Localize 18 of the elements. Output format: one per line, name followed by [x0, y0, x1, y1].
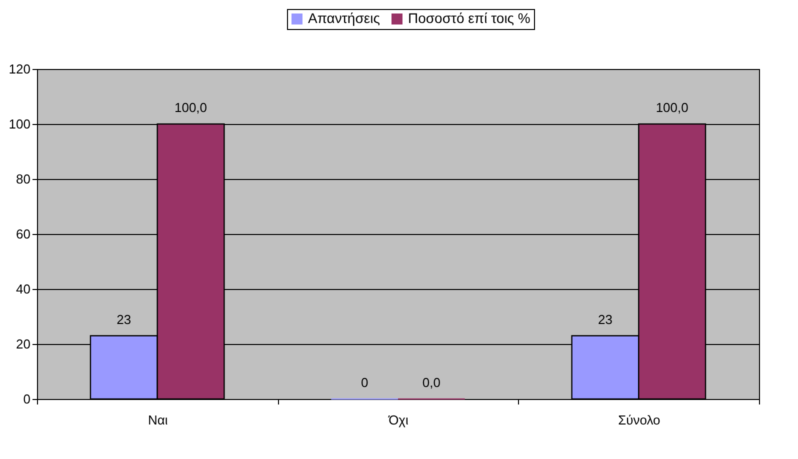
x-tick-label: Ναι: [148, 412, 168, 428]
legend-label: Απαντήσεις: [308, 10, 380, 26]
y-tick-label: 120: [8, 62, 30, 76]
data-label: 100,0: [656, 100, 688, 115]
data-label: 23: [598, 312, 612, 327]
data-label: 23: [116, 312, 132, 327]
y-tick-label: 20: [16, 336, 30, 352]
y-tick-label: 80: [16, 172, 30, 186]
y-tick-label: 100: [8, 116, 30, 132]
legend-label: Ποσοστό επί τοις %: [408, 10, 530, 26]
y-tick-label: 0: [23, 392, 30, 406]
y-tick-label: 40: [16, 282, 30, 296]
x-tick-label: Σύνολο: [618, 412, 660, 428]
y-tick-label: 60: [16, 226, 30, 242]
x-tick-label: Όχι: [388, 412, 408, 428]
data-label: 0: [360, 375, 368, 390]
data-label: 0,0: [422, 375, 440, 390]
data-label: 100,0: [174, 100, 208, 115]
